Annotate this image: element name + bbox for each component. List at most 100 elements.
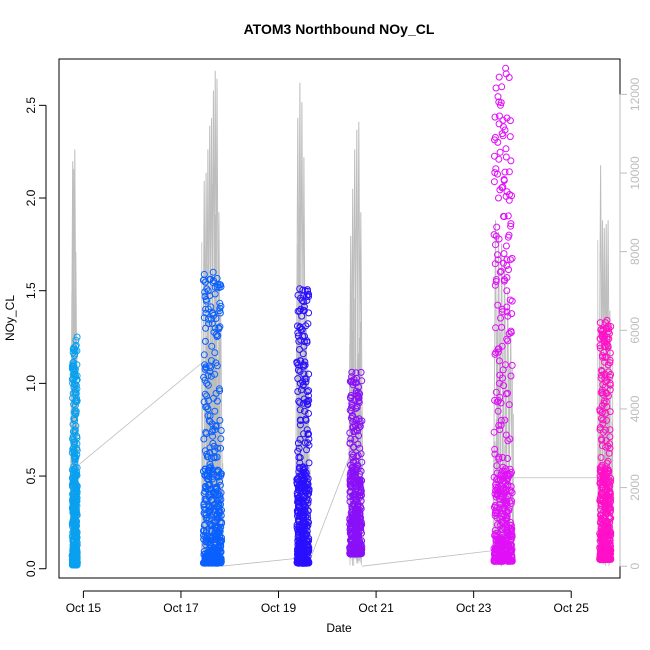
data-point [303,388,311,396]
gray-line-layer [69,70,614,567]
data-point [502,70,510,78]
data-point [503,471,511,479]
data-point [495,345,503,353]
data-point [211,522,219,530]
data-point [498,485,506,493]
data-point [493,223,501,231]
data-point [200,276,208,284]
data-point [207,372,215,380]
data-point [597,374,605,382]
data-point [208,554,216,562]
data-point [348,368,356,376]
data-point [73,347,81,355]
data-point [207,557,215,565]
data-point [296,435,304,443]
data-point [507,220,515,228]
data-point [598,371,605,379]
data-point [212,422,220,430]
data-point [503,256,511,264]
data-point [505,330,513,338]
data-point [604,465,611,473]
data-point [299,558,307,566]
y-tick-label-right: 12000 [628,77,642,111]
data-point [496,148,504,156]
data-point [503,274,511,282]
data-point [606,440,613,448]
data-point [597,500,605,508]
data-point [211,407,219,415]
data-point [216,304,224,312]
data-point [599,509,607,517]
data-point [495,357,503,365]
data-point [601,517,608,525]
data-point [350,500,358,508]
data-point [301,464,309,472]
data-point [294,447,302,455]
y-tick-label-right: 2000 [628,474,642,501]
data-point [357,503,364,511]
data-point [299,382,307,390]
data-point [495,379,503,387]
data-point [606,426,614,434]
data-point [495,397,502,405]
data-point [602,378,610,386]
data-point [72,409,79,417]
data-point [71,429,79,437]
data-point [298,312,306,320]
data-point [499,116,507,124]
data-point [217,539,225,547]
data-point [503,287,511,295]
data-point [216,309,224,317]
data-point [599,416,607,424]
data-point [215,502,223,510]
data-point [295,495,303,503]
data-point [606,536,614,544]
data-point [508,545,516,553]
data-point [217,435,225,443]
data-point [303,400,311,408]
x-tick-label: Oct 23 [456,601,492,615]
data-point [500,505,508,513]
data-point [215,385,223,393]
data-point [346,429,354,437]
data-point [355,394,363,402]
series-4 [346,368,366,558]
data-point [347,483,355,491]
data-point [69,428,77,436]
data-point [493,469,501,477]
data-point [216,481,224,489]
data-point [606,549,614,557]
data-point [598,327,606,335]
data-point [502,514,510,522]
data-point [202,541,210,549]
data-point [495,235,503,243]
data-point [495,120,503,128]
data-point [597,525,605,533]
data-point [350,451,357,459]
y-tick-label-left: 1.0 [24,375,38,392]
data-point [491,152,498,160]
data-point [346,439,354,447]
data-point [602,353,610,360]
data-point [494,301,502,309]
x-tick-label: Oct 21 [358,601,394,615]
data-point [201,278,209,286]
data-point [70,414,78,422]
data-point [201,390,209,398]
data-point [299,378,307,386]
data-point [71,525,79,533]
data-point [598,402,606,409]
data-point [492,276,500,283]
data-point [294,366,302,374]
data-point [353,453,361,460]
data-point [507,528,515,536]
data-point [213,511,221,518]
data-point [600,551,607,559]
data-point [206,292,214,300]
data-point [505,470,513,478]
data-point [300,546,307,554]
data-point [498,184,506,192]
data-point [499,259,507,267]
data-point [294,388,302,395]
data-point [304,480,312,488]
